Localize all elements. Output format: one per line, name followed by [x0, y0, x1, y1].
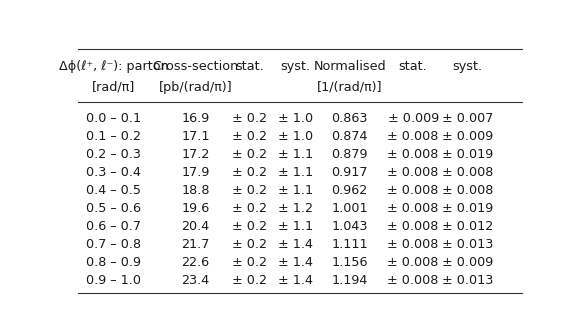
- Text: 0.4 – 0.5: 0.4 – 0.5: [87, 184, 142, 197]
- Text: Δϕ(ℓ⁺, ℓ⁻): parton: Δϕ(ℓ⁺, ℓ⁻): parton: [59, 60, 169, 73]
- Text: ± 0.013: ± 0.013: [442, 274, 493, 287]
- Text: ± 0.008: ± 0.008: [442, 184, 493, 197]
- Text: 1.156: 1.156: [332, 256, 368, 269]
- Text: ± 1.1: ± 1.1: [278, 166, 313, 179]
- Text: stat.: stat.: [399, 60, 428, 73]
- Text: 22.6: 22.6: [181, 256, 209, 269]
- Text: ± 0.008: ± 0.008: [387, 274, 439, 287]
- Text: 0.6 – 0.7: 0.6 – 0.7: [87, 220, 142, 233]
- Text: 0.8 – 0.9: 0.8 – 0.9: [87, 256, 142, 269]
- Text: 1.001: 1.001: [331, 202, 368, 215]
- Text: 0.0 – 0.1: 0.0 – 0.1: [87, 112, 142, 125]
- Text: 0.917: 0.917: [332, 166, 368, 179]
- Text: [pb/(rad/π)]: [pb/(rad/π)]: [159, 81, 232, 94]
- Text: ± 0.2: ± 0.2: [232, 202, 267, 215]
- Text: ± 0.012: ± 0.012: [442, 220, 493, 233]
- Text: Cross-section: Cross-section: [153, 60, 239, 73]
- Text: 17.9: 17.9: [181, 166, 210, 179]
- Text: ± 0.009: ± 0.009: [442, 256, 493, 269]
- Text: ± 0.008: ± 0.008: [387, 220, 439, 233]
- Text: ± 1.1: ± 1.1: [278, 184, 313, 197]
- Text: ± 1.2: ± 1.2: [278, 202, 313, 215]
- Text: ± 0.013: ± 0.013: [442, 238, 493, 251]
- Text: ± 0.2: ± 0.2: [232, 220, 267, 233]
- Text: 16.9: 16.9: [181, 112, 209, 125]
- Text: 19.6: 19.6: [181, 202, 209, 215]
- Text: ± 0.2: ± 0.2: [232, 166, 267, 179]
- Text: 0.7 – 0.8: 0.7 – 0.8: [87, 238, 142, 251]
- Text: ± 1.4: ± 1.4: [278, 256, 313, 269]
- Text: 1.111: 1.111: [331, 238, 368, 251]
- Text: ± 0.2: ± 0.2: [232, 148, 267, 161]
- Text: [1/(rad/π)]: [1/(rad/π)]: [317, 81, 383, 94]
- Text: ± 0.008: ± 0.008: [387, 148, 439, 161]
- Text: ± 1.1: ± 1.1: [278, 148, 313, 161]
- Text: ± 0.2: ± 0.2: [232, 274, 267, 287]
- Text: ± 0.008: ± 0.008: [442, 166, 493, 179]
- Text: 0.874: 0.874: [332, 130, 368, 143]
- Text: 21.7: 21.7: [181, 238, 210, 251]
- Text: ± 0.019: ± 0.019: [442, 148, 493, 161]
- Text: ± 1.4: ± 1.4: [278, 274, 313, 287]
- Text: 1.194: 1.194: [332, 274, 368, 287]
- Text: ± 1.4: ± 1.4: [278, 238, 313, 251]
- Text: ± 0.008: ± 0.008: [387, 256, 439, 269]
- Text: ± 0.008: ± 0.008: [387, 202, 439, 215]
- Text: 0.962: 0.962: [332, 184, 368, 197]
- Text: ± 0.009: ± 0.009: [387, 112, 439, 125]
- Text: ± 0.2: ± 0.2: [232, 256, 267, 269]
- Text: Normalised: Normalised: [314, 60, 386, 73]
- Text: ± 0.008: ± 0.008: [387, 184, 439, 197]
- Text: syst.: syst.: [453, 60, 483, 73]
- Text: ± 0.009: ± 0.009: [442, 130, 493, 143]
- Text: ± 0.019: ± 0.019: [442, 202, 493, 215]
- Text: 20.4: 20.4: [181, 220, 209, 233]
- Text: 23.4: 23.4: [181, 274, 209, 287]
- Text: 0.879: 0.879: [332, 148, 368, 161]
- Text: ± 1.0: ± 1.0: [278, 130, 313, 143]
- Text: syst.: syst.: [280, 60, 310, 73]
- Text: stat.: stat.: [236, 60, 264, 73]
- Text: ± 0.2: ± 0.2: [232, 112, 267, 125]
- Text: ± 0.007: ± 0.007: [442, 112, 493, 125]
- Text: 0.1 – 0.2: 0.1 – 0.2: [87, 130, 142, 143]
- Text: ± 0.2: ± 0.2: [232, 184, 267, 197]
- Text: [rad/π]: [rad/π]: [92, 81, 136, 94]
- Text: ± 0.008: ± 0.008: [387, 166, 439, 179]
- Text: ± 1.1: ± 1.1: [278, 220, 313, 233]
- Text: ± 0.008: ± 0.008: [387, 238, 439, 251]
- Text: ± 1.0: ± 1.0: [278, 112, 313, 125]
- Text: 1.043: 1.043: [332, 220, 368, 233]
- Text: ± 0.2: ± 0.2: [232, 130, 267, 143]
- Text: 17.2: 17.2: [181, 148, 210, 161]
- Text: 17.1: 17.1: [181, 130, 210, 143]
- Text: 0.2 – 0.3: 0.2 – 0.3: [87, 148, 142, 161]
- Text: ± 0.008: ± 0.008: [387, 130, 439, 143]
- Text: 0.9 – 1.0: 0.9 – 1.0: [87, 274, 142, 287]
- Text: 18.8: 18.8: [181, 184, 210, 197]
- Text: 0.5 – 0.6: 0.5 – 0.6: [87, 202, 142, 215]
- Text: ± 0.2: ± 0.2: [232, 238, 267, 251]
- Text: 0.863: 0.863: [332, 112, 368, 125]
- Text: 0.3 – 0.4: 0.3 – 0.4: [87, 166, 142, 179]
